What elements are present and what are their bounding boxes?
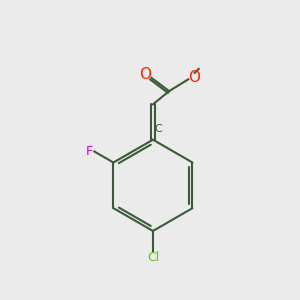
Text: Cl: Cl <box>147 251 159 264</box>
Text: C: C <box>154 124 162 134</box>
Text: O: O <box>188 70 200 86</box>
Text: F: F <box>85 145 93 158</box>
Text: O: O <box>139 68 151 82</box>
